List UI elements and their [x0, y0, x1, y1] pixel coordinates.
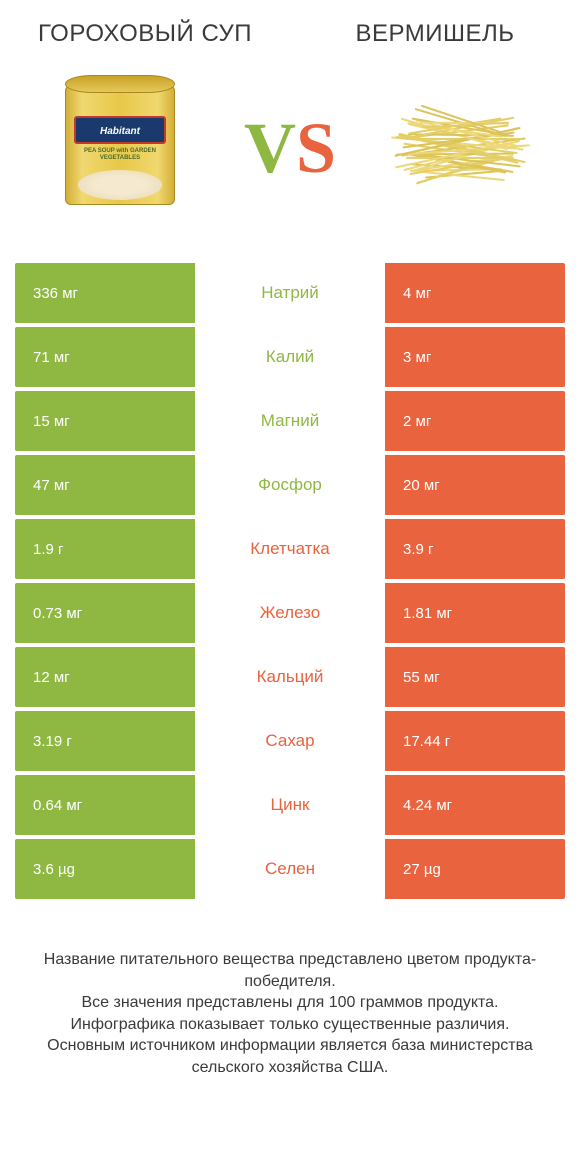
table-row: 0.64 мгЦинк4.24 мг — [15, 775, 565, 835]
value-left: 336 мг — [15, 263, 195, 323]
footer-line: Инфографика показывает только существенн… — [35, 1014, 545, 1036]
footer-line: Название питательного вещества представл… — [35, 949, 545, 992]
value-right: 3.9 г — [385, 519, 565, 579]
footer-line: Основным источником информации является … — [35, 1035, 545, 1078]
nutrient-label: Калий — [195, 327, 385, 387]
images-row: Habitant PEA SOUP with GARDEN VEGETABLES… — [15, 63, 565, 253]
value-left: 0.73 мг — [15, 583, 195, 643]
value-left: 71 мг — [15, 327, 195, 387]
value-left: 0.64 мг — [15, 775, 195, 835]
table-row: 3.19 гСахар17.44 г — [15, 711, 565, 771]
nutrient-label: Фосфор — [195, 455, 385, 515]
nutrient-label: Клетчатка — [195, 519, 385, 579]
value-left: 47 мг — [15, 455, 195, 515]
nutrient-label: Натрий — [195, 263, 385, 323]
footer-notes: Название питательного вещества представл… — [15, 949, 565, 1079]
comparison-table: 336 мгНатрий4 мг71 мгКалий3 мг15 мгМагни… — [15, 263, 565, 899]
table-row: 15 мгМагний2 мг — [15, 391, 565, 451]
value-left: 3.6 µg — [15, 839, 195, 899]
value-right: 4 мг — [385, 263, 565, 323]
nutrient-label: Селен — [195, 839, 385, 899]
product-image-right — [385, 73, 535, 223]
nutrient-label: Железо — [195, 583, 385, 643]
product-title-right: Вермишель — [325, 20, 545, 48]
value-right: 2 мг — [385, 391, 565, 451]
nutrient-label: Магний — [195, 391, 385, 451]
table-row: 3.6 µgСелен27 µg — [15, 839, 565, 899]
vs-s: S — [296, 108, 336, 188]
value-right: 20 мг — [385, 455, 565, 515]
footer-line: Все значения представлены для 100 граммо… — [35, 992, 545, 1014]
value-left: 3.19 г — [15, 711, 195, 771]
value-left: 15 мг — [15, 391, 195, 451]
can-text: PEA SOUP with GARDEN VEGETABLES — [74, 148, 166, 161]
table-row: 0.73 мгЖелезо1.81 мг — [15, 583, 565, 643]
table-row: 12 мгКальций55 мг — [15, 647, 565, 707]
can-icon: Habitant PEA SOUP with GARDEN VEGETABLES — [65, 83, 175, 213]
product-image-left: Habitant PEA SOUP with GARDEN VEGETABLES — [45, 73, 195, 223]
value-right: 55 мг — [385, 647, 565, 707]
vs-label: VS — [244, 107, 336, 190]
value-right: 17.44 г — [385, 711, 565, 771]
table-row: 336 мгНатрий4 мг — [15, 263, 565, 323]
table-row: 71 мгКалий3 мг — [15, 327, 565, 387]
can-label: Habitant — [74, 116, 166, 144]
value-left: 12 мг — [15, 647, 195, 707]
nutrient-label: Цинк — [195, 775, 385, 835]
header: Гороховый суп Вермишель — [15, 20, 565, 63]
value-left: 1.9 г — [15, 519, 195, 579]
vs-v: V — [244, 108, 296, 188]
table-row: 47 мгФосфор20 мг — [15, 455, 565, 515]
value-right: 4.24 мг — [385, 775, 565, 835]
value-right: 1.81 мг — [385, 583, 565, 643]
value-right: 27 µg — [385, 839, 565, 899]
nutrient-label: Сахар — [195, 711, 385, 771]
nutrient-label: Кальций — [195, 647, 385, 707]
table-row: 1.9 гКлетчатка3.9 г — [15, 519, 565, 579]
vermicelli-icon — [385, 103, 535, 193]
product-title-left: Гороховый суп — [35, 20, 255, 48]
value-right: 3 мг — [385, 327, 565, 387]
